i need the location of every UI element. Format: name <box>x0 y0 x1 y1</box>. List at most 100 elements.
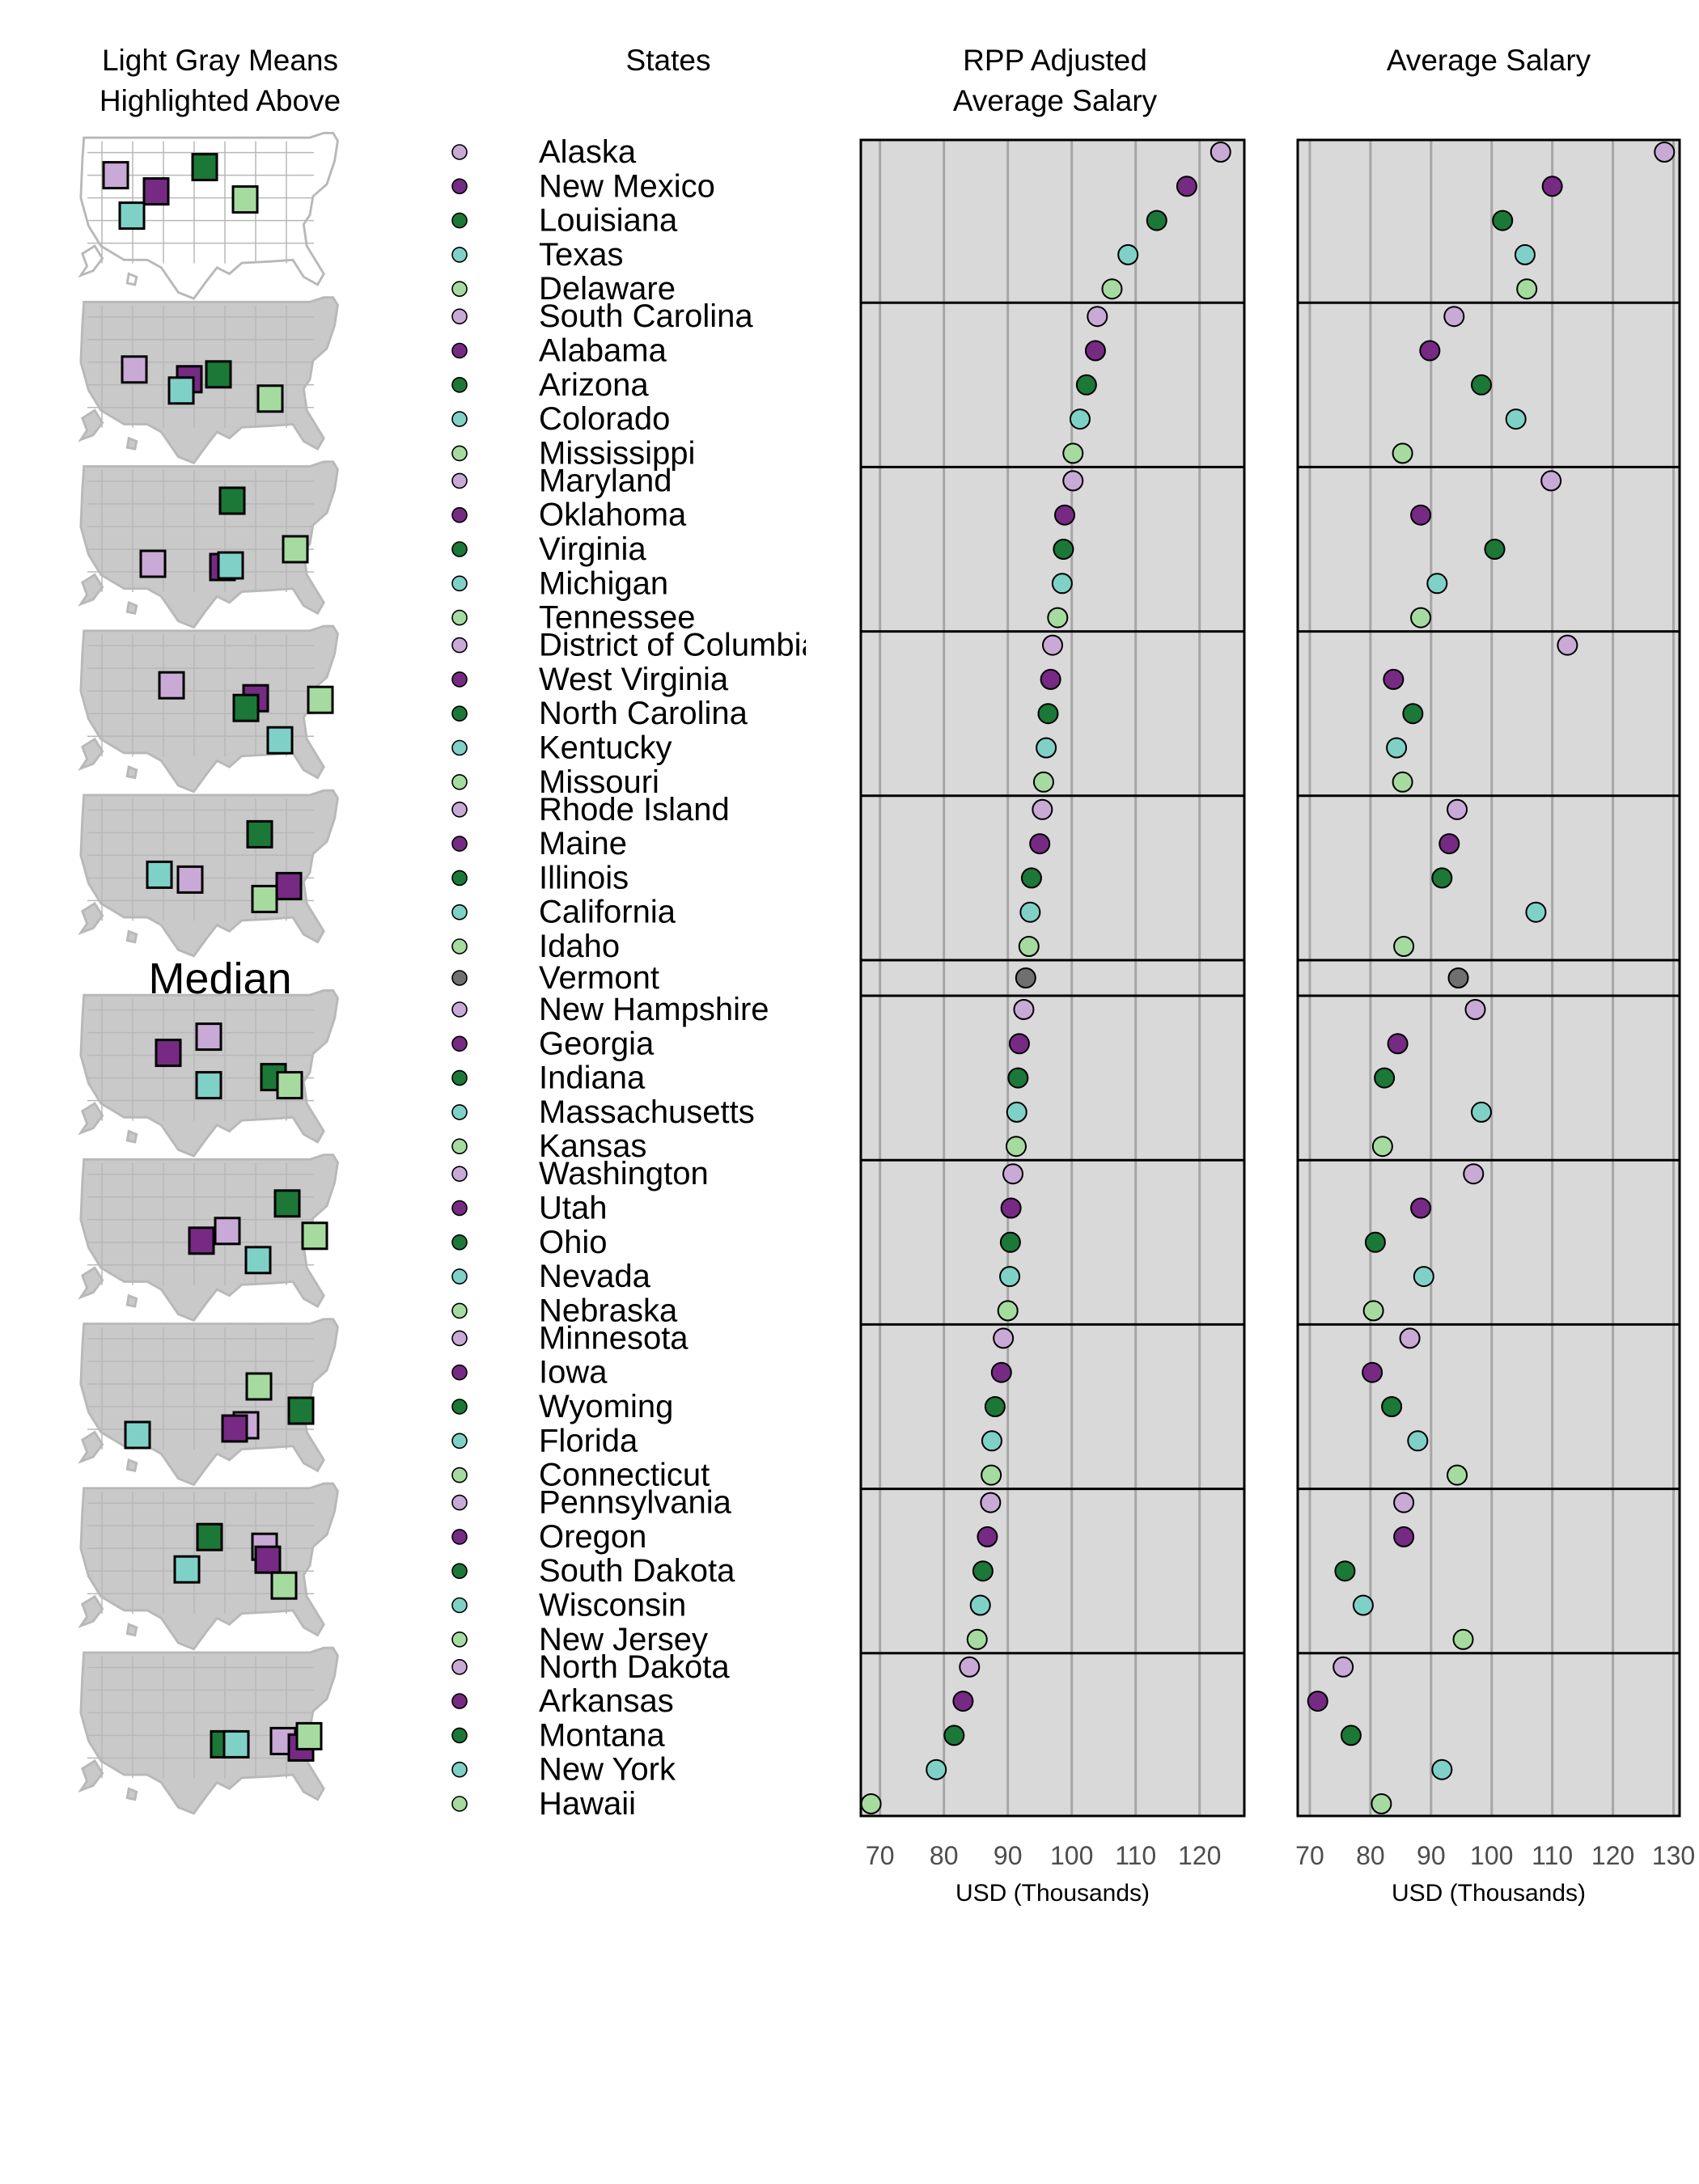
point-kentucky <box>1036 737 1057 759</box>
point-new-jersey <box>966 1628 988 1650</box>
state-label-texas: Texas <box>539 237 624 273</box>
point-arkansas <box>1307 1691 1328 1712</box>
point-california <box>1525 901 1547 923</box>
legend-bullet <box>451 1035 468 1052</box>
highlighted-state <box>214 1217 241 1246</box>
point-connecticut <box>1447 1464 1468 1486</box>
point-pennsylvania <box>1393 1492 1415 1513</box>
point-district-of-columbia <box>1042 634 1063 656</box>
highlighted-state <box>146 860 173 889</box>
state-label-indiana: Indiana <box>539 1060 646 1096</box>
highlighted-state <box>245 1372 273 1401</box>
group-map <box>79 789 339 958</box>
point-new-hampshire <box>1013 999 1035 1020</box>
highlighted-state <box>276 1071 303 1100</box>
point-maryland <box>1540 470 1562 492</box>
point-new-york <box>1431 1759 1453 1780</box>
point-hawaii <box>860 1793 882 1814</box>
state-label-missouri: Missouri <box>539 764 659 800</box>
point-iowa <box>990 1361 1012 1383</box>
point-florida <box>981 1430 1002 1452</box>
map-column: Median <box>79 131 339 1815</box>
legend-bullet <box>451 1234 468 1251</box>
x-tick-label: 100 <box>1050 1841 1093 1870</box>
point-colorado <box>1069 408 1091 430</box>
point-mississippi <box>1392 442 1413 464</box>
state-label-illinois: Illinois <box>539 860 629 895</box>
average-salary-panel: 70 80 90 100 110 120 130 USD (Thousands) <box>1295 138 1695 1907</box>
point-south-dakota <box>1334 1560 1356 1582</box>
highlighted-state <box>287 1396 315 1425</box>
highlighted-state <box>118 201 146 231</box>
headers: Light Gray Means Highlighted Above States R… <box>100 44 1591 117</box>
highlighted-state <box>256 384 284 413</box>
group-map <box>79 1482 339 1651</box>
state-label-mississippi: Mississippi <box>539 435 695 471</box>
point-alaska <box>1210 142 1231 163</box>
point-wyoming <box>1381 1396 1403 1417</box>
legend-bullet <box>451 1302 468 1319</box>
legend-bullet <box>451 1761 468 1778</box>
point-massachusetts <box>1471 1101 1493 1123</box>
point-california <box>1019 901 1041 923</box>
legend-bullet <box>451 1330 468 1347</box>
point-delaware <box>1101 278 1123 300</box>
group-map <box>79 988 339 1158</box>
highlighted-state <box>246 819 273 849</box>
legend-bullet <box>451 671 468 688</box>
highlighted-state <box>176 865 204 894</box>
state-label-utah: Utah <box>539 1191 608 1226</box>
states-header: States <box>626 44 711 77</box>
point-utah <box>1410 1197 1432 1219</box>
legend-bullet <box>451 472 468 489</box>
highlighted-state <box>301 1221 328 1251</box>
state-label-alabama: Alabama <box>539 333 667 369</box>
point-nevada <box>999 1266 1021 1288</box>
highlighted-state <box>217 551 244 580</box>
point-colorado <box>1505 408 1527 430</box>
point-alabama <box>1084 340 1106 362</box>
point-south-carolina <box>1087 306 1108 328</box>
legend-bullet <box>451 1494 468 1511</box>
legend-bullet <box>451 970 468 986</box>
state-label-hawaii: Hawaii <box>539 1786 636 1822</box>
point-illinois <box>1020 867 1042 889</box>
group-map <box>79 1318 339 1487</box>
point-louisiana <box>1492 210 1514 231</box>
point-arkansas <box>952 1691 974 1712</box>
state-label-rhode-island: Rhode Island <box>539 792 730 827</box>
state-label-kentucky: Kentucky <box>539 730 672 766</box>
state-label-west-virginia: West Virginia <box>539 662 729 697</box>
point-west-virginia <box>1040 668 1061 690</box>
state-label-north-carolina: North Carolina <box>539 696 748 731</box>
point-illinois <box>1431 867 1453 889</box>
legend-bullet <box>451 1693 468 1709</box>
point-alabama <box>1419 340 1441 362</box>
x-tick-label: 110 <box>1115 1841 1156 1870</box>
state-label-oregon: Oregon <box>539 1519 646 1555</box>
point-maine <box>1438 833 1460 855</box>
highlighted-state <box>244 1246 272 1275</box>
legend-bullet <box>451 506 468 523</box>
legend-bullet <box>451 1563 468 1579</box>
legend-bullet <box>451 938 468 954</box>
point-delaware <box>1516 278 1538 300</box>
x-axis-label: USD (Thousands) <box>955 1880 1150 1907</box>
state-label-maryland: Maryland <box>539 463 672 498</box>
point-texas <box>1117 243 1139 265</box>
highlighted-state <box>275 871 303 900</box>
point-iowa <box>1362 1361 1383 1383</box>
highlighted-state <box>282 535 309 564</box>
legend-bullet <box>451 445 468 462</box>
point-west-virginia <box>1383 668 1405 690</box>
highlighted-state <box>102 161 129 190</box>
legend-bullet <box>451 178 468 195</box>
highlighted-state <box>142 177 170 206</box>
x-tick-label: 120 <box>1591 1841 1634 1870</box>
x-axis-label: USD (Thousands) <box>1392 1880 1586 1907</box>
legend-bullet <box>451 1200 468 1217</box>
x-tick-label: 130 <box>1652 1841 1695 1870</box>
point-south-dakota <box>972 1560 994 1582</box>
point-kentucky <box>1386 737 1408 759</box>
point-oregon <box>1393 1526 1415 1547</box>
